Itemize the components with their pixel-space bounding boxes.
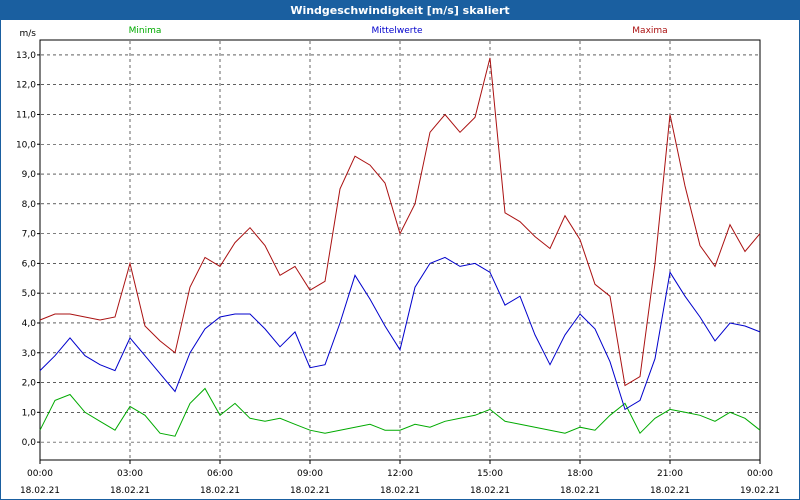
legend-entry-maxima: Maxima bbox=[632, 26, 667, 36]
window-title: Windgeschwindigkeit [m/s] skaliert bbox=[1, 1, 799, 20]
legend-entry-minima: Minima bbox=[129, 26, 162, 36]
x-tick-date-label: 18.02.21 bbox=[290, 486, 330, 496]
x-tick-date-label: 18.02.21 bbox=[380, 486, 420, 496]
y-tick-label: 10,0 bbox=[16, 140, 36, 150]
y-tick-label: 7,0 bbox=[22, 230, 37, 240]
x-tick-time-label: 09:00 bbox=[297, 469, 323, 479]
y-tick-label: 5,0 bbox=[22, 289, 37, 299]
y-tick-label: 4,0 bbox=[22, 319, 37, 329]
series-group bbox=[39, 57, 761, 437]
y-tick-label: 2,0 bbox=[22, 379, 37, 389]
x-tick-time-label: 18:00 bbox=[567, 469, 593, 479]
x-tick-time-label: 12:00 bbox=[387, 469, 413, 479]
series-line-minima bbox=[39, 387, 761, 437]
y-tick-label: 0,0 bbox=[22, 438, 37, 448]
y-tick-label: 8,0 bbox=[22, 200, 37, 210]
x-tick-date-label: 19.02.21 bbox=[740, 486, 780, 496]
y-tick-label: 3,0 bbox=[22, 349, 37, 359]
x-tick-date-label: 18.02.21 bbox=[650, 486, 690, 496]
x-tick-time-label: 06:00 bbox=[207, 469, 233, 479]
series-line-maxima bbox=[39, 57, 761, 387]
y-tick-label: 12,0 bbox=[16, 81, 36, 91]
legend-entry-mittelwerte: Mittelwerte bbox=[371, 26, 422, 36]
grid-lines bbox=[41, 41, 759, 459]
x-tick-date-label: 18.02.21 bbox=[110, 486, 150, 496]
y-tick-label: 1,0 bbox=[22, 408, 37, 418]
x-tick-time-label: 03:00 bbox=[117, 469, 143, 479]
y-axis-label: m/s bbox=[20, 29, 37, 39]
x-tick-time-label: 00:00 bbox=[27, 469, 53, 479]
x-tick-time-label: 00:00 bbox=[747, 469, 773, 479]
y-tick-label: 11,0 bbox=[16, 110, 36, 120]
y-tick-label: 13,0 bbox=[16, 51, 36, 61]
y-tick-label: 9,0 bbox=[22, 170, 37, 180]
x-tick-date-label: 18.02.21 bbox=[560, 486, 600, 496]
legend: Minima Mittelwerte Maxima bbox=[129, 26, 668, 36]
y-tick-label: 6,0 bbox=[22, 259, 37, 269]
x-tick-date-label: 18.02.21 bbox=[470, 486, 510, 496]
x-tick-time-label: 15:00 bbox=[477, 469, 503, 479]
series-line-mittelwerte bbox=[39, 256, 761, 411]
x-tick-date-label: 18.02.21 bbox=[200, 486, 240, 496]
x-tick-time-label: 21:00 bbox=[657, 469, 683, 479]
x-tick-date-label: 18.02.21 bbox=[20, 486, 60, 496]
axes: 0,0 1,0 2,0 3,0 4,0 5,0 6,0 7,0 8,0 9,0 10,0 11,0 12… bbox=[16, 29, 780, 496]
